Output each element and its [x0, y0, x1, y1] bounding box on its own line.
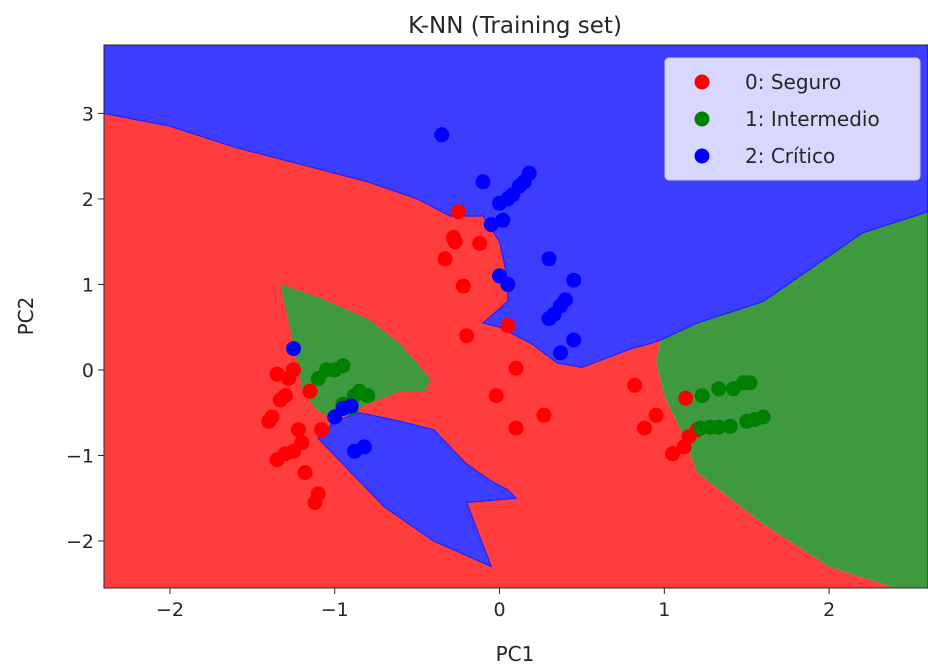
data-point [343, 398, 359, 414]
x-tick-label: −1 [321, 599, 349, 621]
y-tick-label: 3 [82, 103, 94, 125]
data-point [722, 418, 738, 434]
data-point [307, 495, 323, 510]
plot-frame [103, 44, 928, 589]
data-point [483, 217, 499, 233]
data-point [314, 422, 329, 438]
data-point [648, 407, 664, 423]
data-point [286, 362, 301, 378]
y-axis-title: PC2 [14, 297, 38, 336]
legend-label: 1: Intermedio [745, 107, 880, 131]
chart-title: K-NN (Training set) [408, 13, 622, 39]
x-axis-ticks: −2 −1 0 1 2 [156, 588, 835, 621]
x-tick-label: 2 [823, 599, 835, 621]
data-point [286, 341, 301, 357]
data-point [536, 407, 552, 423]
legend-label: 0: Seguro [745, 70, 841, 94]
legend-marker [694, 111, 710, 127]
data-point [553, 345, 568, 361]
data-point [437, 251, 453, 267]
y-tick-label: 2 [82, 189, 94, 211]
data-point [450, 204, 466, 220]
data-point [488, 388, 504, 404]
y-tick-label: −1 [66, 445, 94, 467]
data-point [508, 420, 524, 436]
data-point [742, 375, 758, 391]
data-point [434, 127, 450, 143]
data-point [302, 383, 318, 399]
legend-marker [694, 148, 710, 164]
y-tick-label: 0 [82, 360, 94, 382]
legend-marker [694, 74, 710, 90]
data-point [637, 420, 652, 436]
data-point [472, 235, 488, 251]
series-2 [286, 127, 582, 459]
y-axis-ticks: −2 −1 0 1 2 3 [66, 103, 104, 553]
data-point [294, 435, 310, 451]
y-tick-label: −2 [66, 531, 94, 553]
data-point [694, 388, 710, 404]
x-axis-title: PC1 [496, 642, 535, 666]
series-0 [261, 204, 705, 510]
data-point [566, 272, 582, 288]
legend: 0: Seguro 1: Intermedio 2: Crítico [664, 57, 921, 181]
decision-region-intermedio [280, 284, 431, 422]
data-point [755, 409, 771, 425]
data-point [447, 234, 463, 250]
data-point [360, 388, 376, 404]
data-point [521, 165, 537, 181]
x-tick-label: −2 [156, 599, 184, 621]
data-point [297, 465, 313, 481]
data-point [500, 318, 516, 333]
data-point [455, 278, 471, 294]
y-tick-label: 1 [82, 274, 94, 296]
data-point [264, 409, 280, 425]
data-point [291, 422, 306, 438]
data-point [495, 212, 511, 228]
data-point [627, 377, 643, 393]
data-point [508, 360, 524, 376]
x-tick-label: 1 [658, 599, 670, 621]
data-point [541, 251, 557, 267]
data-point [335, 358, 351, 374]
data-point [557, 292, 573, 308]
data-point [665, 446, 681, 462]
data-point [711, 381, 727, 397]
x-tick-label: 0 [493, 599, 505, 621]
data-point [459, 328, 475, 344]
decision-region-intermedio [656, 211, 928, 588]
data-point [475, 174, 491, 190]
data-point [277, 388, 293, 404]
legend-label: 2: Crítico [745, 144, 835, 168]
legend-box [664, 57, 921, 181]
data-point [566, 332, 582, 348]
data-points [261, 127, 771, 510]
data-point [711, 419, 727, 435]
data-point [356, 439, 372, 455]
data-point [678, 390, 694, 406]
data-point [269, 366, 285, 382]
data-point [500, 276, 516, 292]
